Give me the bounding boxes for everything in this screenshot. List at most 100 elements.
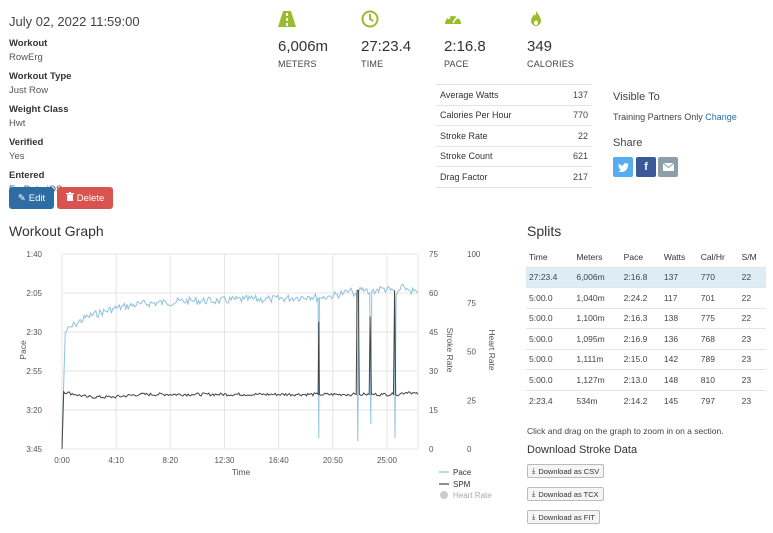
- x-tick-label: 16:40: [269, 456, 290, 465]
- workout-meta: Workout RowErg Workout Type Just Row Wei…: [9, 38, 209, 203]
- split-row: 5:00.0 1,040m 2:24.2 117 701 22: [526, 287, 766, 308]
- splits-title: Splits: [527, 223, 562, 239]
- zoom-hint: Click and drag on the graph to zoom in o…: [527, 426, 724, 436]
- pencil-icon: ✎: [17, 192, 26, 204]
- stat-label: TIME: [361, 59, 384, 69]
- split-cell: 1,100m: [573, 307, 621, 329]
- detail-label: Drag Factor: [436, 166, 557, 188]
- split-cell: 2:16.3: [620, 307, 661, 329]
- split-row: 5:00.0 1,100m 2:16.3 138 775 22: [526, 307, 766, 329]
- spm-series-line: [61, 289, 419, 450]
- gauge-icon: [445, 13, 461, 24]
- meta-label: Workout: [9, 38, 48, 49]
- split-cell: 117: [660, 287, 698, 308]
- stat-pace: 2:16.8 PACE: [444, 10, 486, 69]
- edit-label: Edit: [28, 192, 46, 204]
- split-cell: 775: [697, 307, 739, 329]
- visibility-setting: Training Partners Only Change: [613, 112, 737, 122]
- meta-value: Hwt: [9, 118, 26, 129]
- twitter-icon: [617, 162, 629, 172]
- hr-tick-label: 100: [467, 250, 481, 259]
- stat-calories: 349 CALORIES: [527, 10, 574, 69]
- split-cell: 2:16.8: [620, 266, 661, 288]
- envelope-icon: [662, 163, 674, 171]
- stat-value: 349: [527, 38, 553, 55]
- stat-value: 2:16.8: [444, 38, 486, 55]
- split-cell: 2:13.0: [620, 369, 661, 390]
- meta-weight-class: Weight Class Hwt: [9, 104, 209, 129]
- share-facebook-button[interactable]: f: [636, 157, 656, 177]
- spm-tick-label: 0: [429, 445, 434, 454]
- meta-workout-type: Workout Type Just Row: [9, 71, 209, 96]
- spm-tick-label: 45: [429, 328, 438, 337]
- heart-rate-axis-label: Heart Rate: [487, 329, 497, 370]
- legend-spm[interactable]: SPM: [453, 480, 471, 489]
- clock-icon: [361, 10, 379, 28]
- spm-tick-label: 75: [429, 250, 438, 259]
- share-twitter-button[interactable]: [613, 157, 633, 177]
- edit-button[interactable]: ✎ Edit: [9, 187, 54, 209]
- split-row: 5:00.0 1,095m 2:16.9 136 768 23: [526, 328, 766, 349]
- split-cell: 1,127m: [573, 369, 621, 390]
- download-fit-label: Download as FIT: [538, 512, 596, 522]
- pace-series-line: [61, 283, 419, 442]
- x-tick-label: 20:50: [323, 456, 344, 465]
- delete-button[interactable]: Delete: [57, 187, 113, 209]
- road-icon: [278, 11, 296, 27]
- hr-tick-label: 25: [467, 396, 476, 405]
- split-row: 2:23.4 534m 2:14.2 145 797 23: [526, 389, 766, 411]
- change-visibility-link[interactable]: Change: [705, 112, 737, 122]
- col-header: Pace: [623, 252, 644, 263]
- col-header: Watts: [663, 252, 686, 263]
- detail-value: 137: [556, 84, 592, 105]
- download-csv-button[interactable]: ⤓ Download as CSV: [527, 464, 605, 478]
- stroke-rate-axis-label: Stroke Rate: [445, 328, 455, 373]
- workout-details-table: Average Watts 137 Calories Per Hour 770 St…: [436, 84, 592, 188]
- split-cell: 789: [697, 348, 739, 370]
- detail-value: 621: [556, 145, 592, 167]
- download-tcx-label: Download as TCX: [538, 489, 599, 499]
- download-fit-button[interactable]: ⤓ Download as FIT: [527, 510, 601, 524]
- split-cell: 23: [738, 348, 766, 370]
- split-cell: 5:00.0: [526, 348, 574, 370]
- stat-label: CALORIES: [527, 59, 575, 69]
- stat-time: 27:23.4 TIME: [361, 10, 411, 69]
- meta-label: Entered: [9, 170, 45, 181]
- split-cell: 1,095m: [573, 328, 621, 349]
- x-tick-label: 12:30: [214, 456, 235, 465]
- share-email-button[interactable]: [658, 157, 678, 177]
- download-icon: ⤓: [532, 466, 536, 475]
- detail-label: Calories Per Hour: [436, 104, 557, 126]
- split-cell: 1,040m: [573, 287, 621, 308]
- split-cell: 1,111m: [573, 348, 621, 370]
- meta-value: Yes: [9, 151, 25, 162]
- legend-heart-rate[interactable]: Heart Rate: [453, 491, 492, 500]
- split-row: 5:00.0 1,127m 2:13.0 148 810 23: [526, 369, 766, 390]
- split-cell: 22: [738, 307, 766, 329]
- detail-row: Average Watts 137: [436, 84, 592, 105]
- spm-tick-label: 60: [429, 289, 438, 298]
- meta-value: Just Row: [9, 85, 49, 96]
- stat-value: 6,006m: [278, 38, 329, 55]
- hr-tick-label: 75: [467, 299, 476, 308]
- pace-axis-label: Pace: [18, 340, 28, 360]
- split-cell: 2:14.2: [620, 389, 661, 411]
- split-cell: 5:00.0: [526, 369, 574, 390]
- legend-pace[interactable]: Pace: [453, 468, 472, 477]
- split-cell: 137: [660, 266, 698, 288]
- split-cell: 142: [660, 348, 698, 370]
- download-title: Download Stroke Data: [527, 444, 638, 456]
- split-cell: 810: [697, 369, 739, 390]
- pace-tick-label: 2:05: [26, 289, 42, 298]
- split-cell: 23: [738, 328, 766, 349]
- split-cell: 2:24.2: [620, 287, 661, 308]
- split-cell: 136: [660, 328, 698, 349]
- workout-graph[interactable]: 0:00 4:10 8:20 12:30 16:40 20:50 25:00 1:40 2:0…: [0, 242, 505, 507]
- download-tcx-button[interactable]: ⤓ Download as TCX: [527, 487, 604, 501]
- visible-to-title: Visible To: [613, 91, 660, 103]
- split-cell: 22: [738, 287, 766, 308]
- split-cell: 5:00.0: [526, 307, 574, 329]
- stat-label: METERS: [278, 59, 317, 69]
- col-header: S/M: [741, 252, 757, 263]
- split-cell: 770: [697, 266, 739, 288]
